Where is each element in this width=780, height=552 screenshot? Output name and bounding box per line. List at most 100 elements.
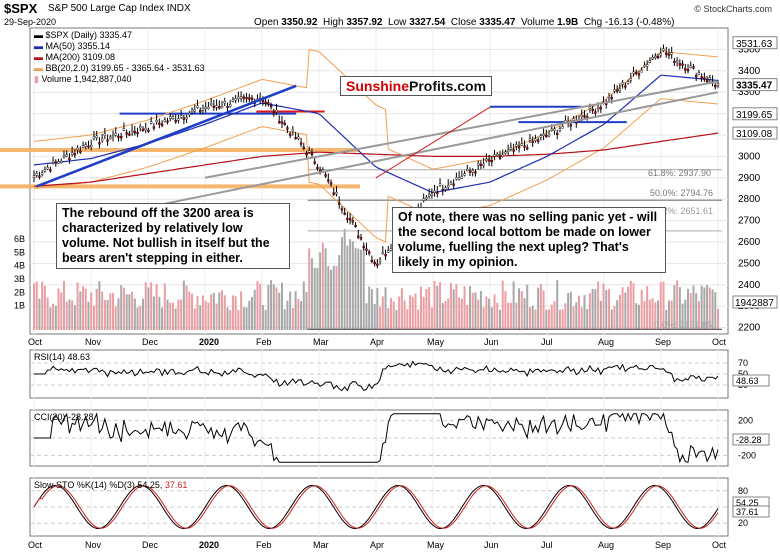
candle-body <box>114 133 117 136</box>
volume-bar <box>368 286 371 330</box>
price-tick-label: 3500 <box>738 44 761 55</box>
candle-body <box>705 80 709 83</box>
candle-body <box>87 145 90 148</box>
volume-bar <box>436 286 439 330</box>
sto-label: Slow STO %K(14) %D(3) 54.25, 37.61 <box>34 480 187 490</box>
volume-bar <box>640 289 643 330</box>
candle-body <box>427 194 431 197</box>
volume-bar <box>340 237 343 330</box>
candle-body <box>607 95 611 99</box>
candle-body <box>542 133 545 137</box>
price-tick-label: 3300 <box>738 87 761 98</box>
volume-bar <box>629 280 632 330</box>
candle-body <box>596 106 600 110</box>
volume-bar <box>422 297 425 330</box>
candle-body <box>174 119 177 123</box>
price-tick-label: 3000 <box>738 151 761 162</box>
volume-bar <box>392 301 395 330</box>
candle-body <box>550 128 553 131</box>
support-lines <box>0 105 722 330</box>
close-label: Close <box>450 17 477 28</box>
volume-bar <box>567 293 570 330</box>
volume-bar <box>670 300 673 330</box>
candle-body <box>313 161 316 164</box>
volume-bar <box>171 302 174 330</box>
volume-bar <box>607 288 610 330</box>
candle-body <box>196 105 199 108</box>
volume-bar <box>681 303 684 330</box>
volume-bar <box>518 288 521 330</box>
open-value: 3350.92 <box>281 17 318 28</box>
volume-bar <box>578 295 581 330</box>
volume-bar <box>365 303 368 330</box>
brand-part2: Profits.com <box>409 78 487 94</box>
sto-k-line <box>33 484 719 530</box>
volume-bar <box>321 242 324 330</box>
volume-bar <box>618 294 621 330</box>
volume-bar <box>651 298 654 330</box>
volume-bar <box>572 306 575 330</box>
x-axis-label-top: Feb <box>256 337 272 347</box>
volume-bar <box>43 285 46 330</box>
candle-body <box>209 102 213 106</box>
volume-bar <box>684 299 687 330</box>
candle-body <box>433 190 436 193</box>
candle-body <box>618 88 622 91</box>
volume-bar <box>689 293 692 330</box>
stockcharts-credit[interactable]: © StockCharts.com <box>694 4 772 14</box>
legend-ma50-text: MA(50) 3355.14 <box>45 41 111 51</box>
candle-body <box>128 133 131 136</box>
volume-bar <box>419 286 422 330</box>
price-tick-label: 2800 <box>738 194 761 205</box>
volume-bar <box>458 297 461 330</box>
candle-body <box>471 170 474 173</box>
candle-body <box>547 134 551 137</box>
indicator-tag-text: 37.61 <box>736 507 759 517</box>
candle-body <box>348 218 352 221</box>
volume-bar <box>60 292 63 330</box>
candle-body <box>536 139 540 142</box>
volume-bar <box>711 289 714 330</box>
volume-bar <box>439 282 442 330</box>
candle-body <box>681 63 684 66</box>
brand-logo: SunshineProfits.com <box>340 76 493 96</box>
volume-bar <box>512 281 515 330</box>
volume-bar <box>646 286 649 330</box>
candle-body <box>54 161 58 164</box>
volume-bar <box>223 295 226 330</box>
volume-bar <box>65 301 68 330</box>
low-value: 3327.54 <box>409 17 446 28</box>
candle-body <box>302 146 305 149</box>
candle-body <box>215 105 218 108</box>
candle-body <box>460 176 464 179</box>
volume-bar <box>125 294 128 330</box>
candle-body <box>357 235 360 238</box>
indicator-tag-box <box>732 433 770 446</box>
symbol-title: $SPX <box>4 1 38 16</box>
volume-bar <box>103 299 106 330</box>
candle-body <box>185 117 188 120</box>
candle-body <box>610 97 613 100</box>
volume-bar <box>46 297 49 330</box>
candle-body <box>182 117 186 120</box>
x-axis-label-bottom: Jul <box>541 540 553 550</box>
price-tag-box <box>732 78 778 92</box>
candle-body <box>370 259 374 262</box>
candle-body <box>141 128 145 131</box>
candle-body <box>490 160 494 163</box>
price-tick-label: 2700 <box>738 216 761 227</box>
candle-body <box>591 108 594 112</box>
volume-bar <box>444 300 447 330</box>
candle-body <box>670 52 673 55</box>
price-tag-box <box>732 107 778 121</box>
candle-body <box>226 105 229 109</box>
candle-body <box>474 171 477 174</box>
x-axis-label-bottom: May <box>427 540 445 550</box>
candle-body <box>479 163 483 166</box>
price-tag-text: 3335.47 <box>736 81 773 92</box>
volume-bar <box>662 281 665 330</box>
candle-body <box>457 177 461 180</box>
candle-body <box>378 259 382 262</box>
volume-bar <box>335 266 338 330</box>
legend-volume-text: Volume 1,942,887,040 <box>41 74 132 84</box>
